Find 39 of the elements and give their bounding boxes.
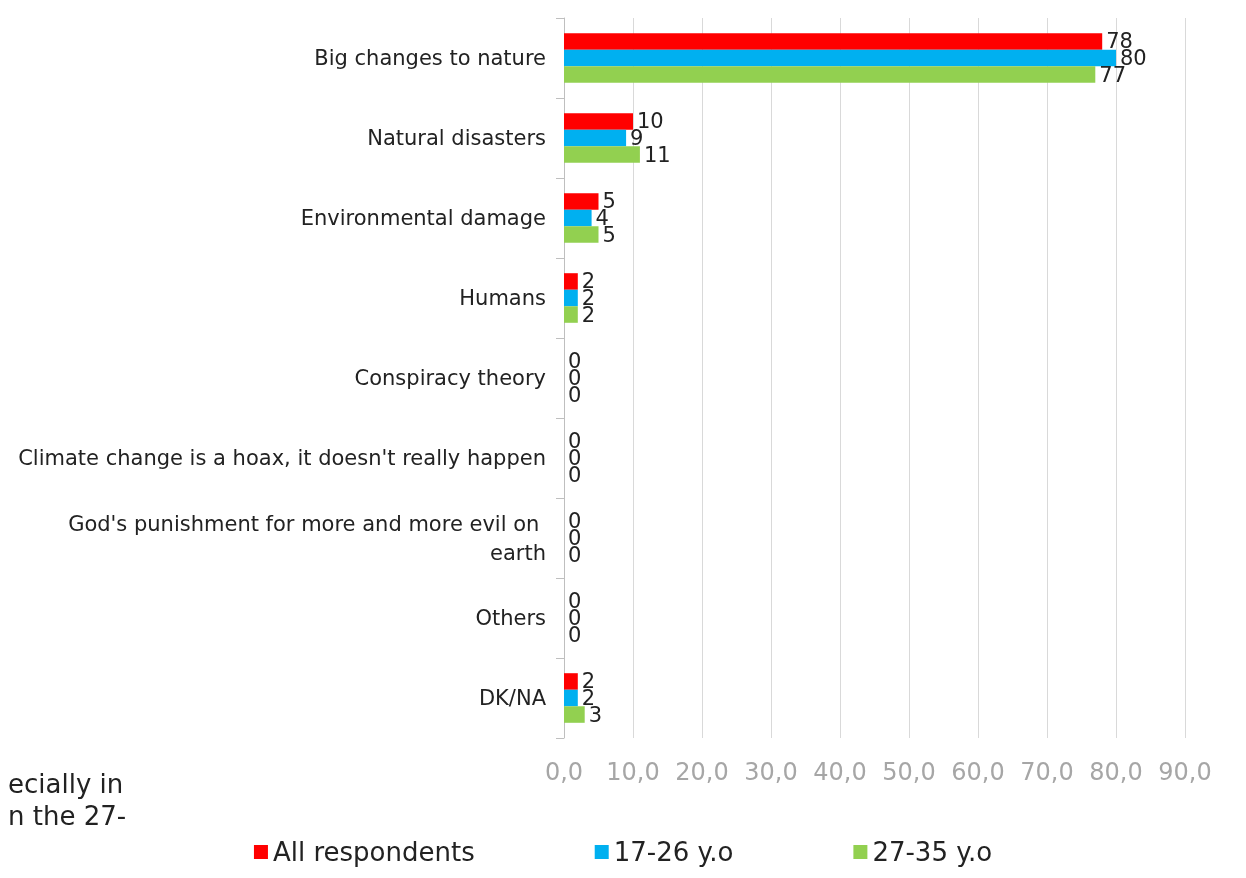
bar [564,209,592,227]
legend-label: 27-35 y.o [872,837,993,867]
text: ecially in n the 27- [8,769,127,831]
y-tick-label: Conspiracy theory [354,366,546,390]
bar [564,33,1103,50]
x-tick-label: 50,0 [882,758,936,786]
y-tick-label: Humans [459,286,546,310]
x-tick-label: 40,0 [813,758,867,786]
bar [564,289,578,307]
x-tick-label: 10,0 [606,758,660,786]
bar [564,226,599,243]
bar [564,306,578,323]
bar [564,273,578,290]
x-tick-label: 70,0 [1020,758,1074,786]
x-tick-label: 60,0 [951,758,1005,786]
x-tick-label: 30,0 [744,758,798,786]
bar [564,673,578,690]
y-tick-label: God's punishment for more and more evil on earth [68,511,546,565]
y-tick-label: Environmental damage [300,206,546,230]
bar [564,706,585,723]
y-tick-label: Climate change is a hoax, it doesn't really happen [18,446,546,470]
bar [564,49,1116,67]
x-tick-label: 80,0 [1089,758,1143,786]
bar [564,66,1096,83]
x-tick-label: 90,0 [1158,758,1212,786]
x-tick-label: 0,0 [544,758,584,786]
y-tick-label: Big changes to nature [314,46,546,70]
data-label: 11 [643,142,671,167]
bar [564,689,578,707]
bar [564,113,633,130]
legend-label: 17-26 y.o [613,837,734,867]
bar [564,193,599,210]
x-tick-label: 20,0 [675,758,729,786]
legend-label: All respondents [272,837,475,867]
y-tick-label: DK/NA [478,686,547,710]
bar [564,129,627,147]
bar [564,146,640,163]
y-tick-label: Natural disasters [367,126,546,150]
y-tick-label: Others [475,606,546,630]
